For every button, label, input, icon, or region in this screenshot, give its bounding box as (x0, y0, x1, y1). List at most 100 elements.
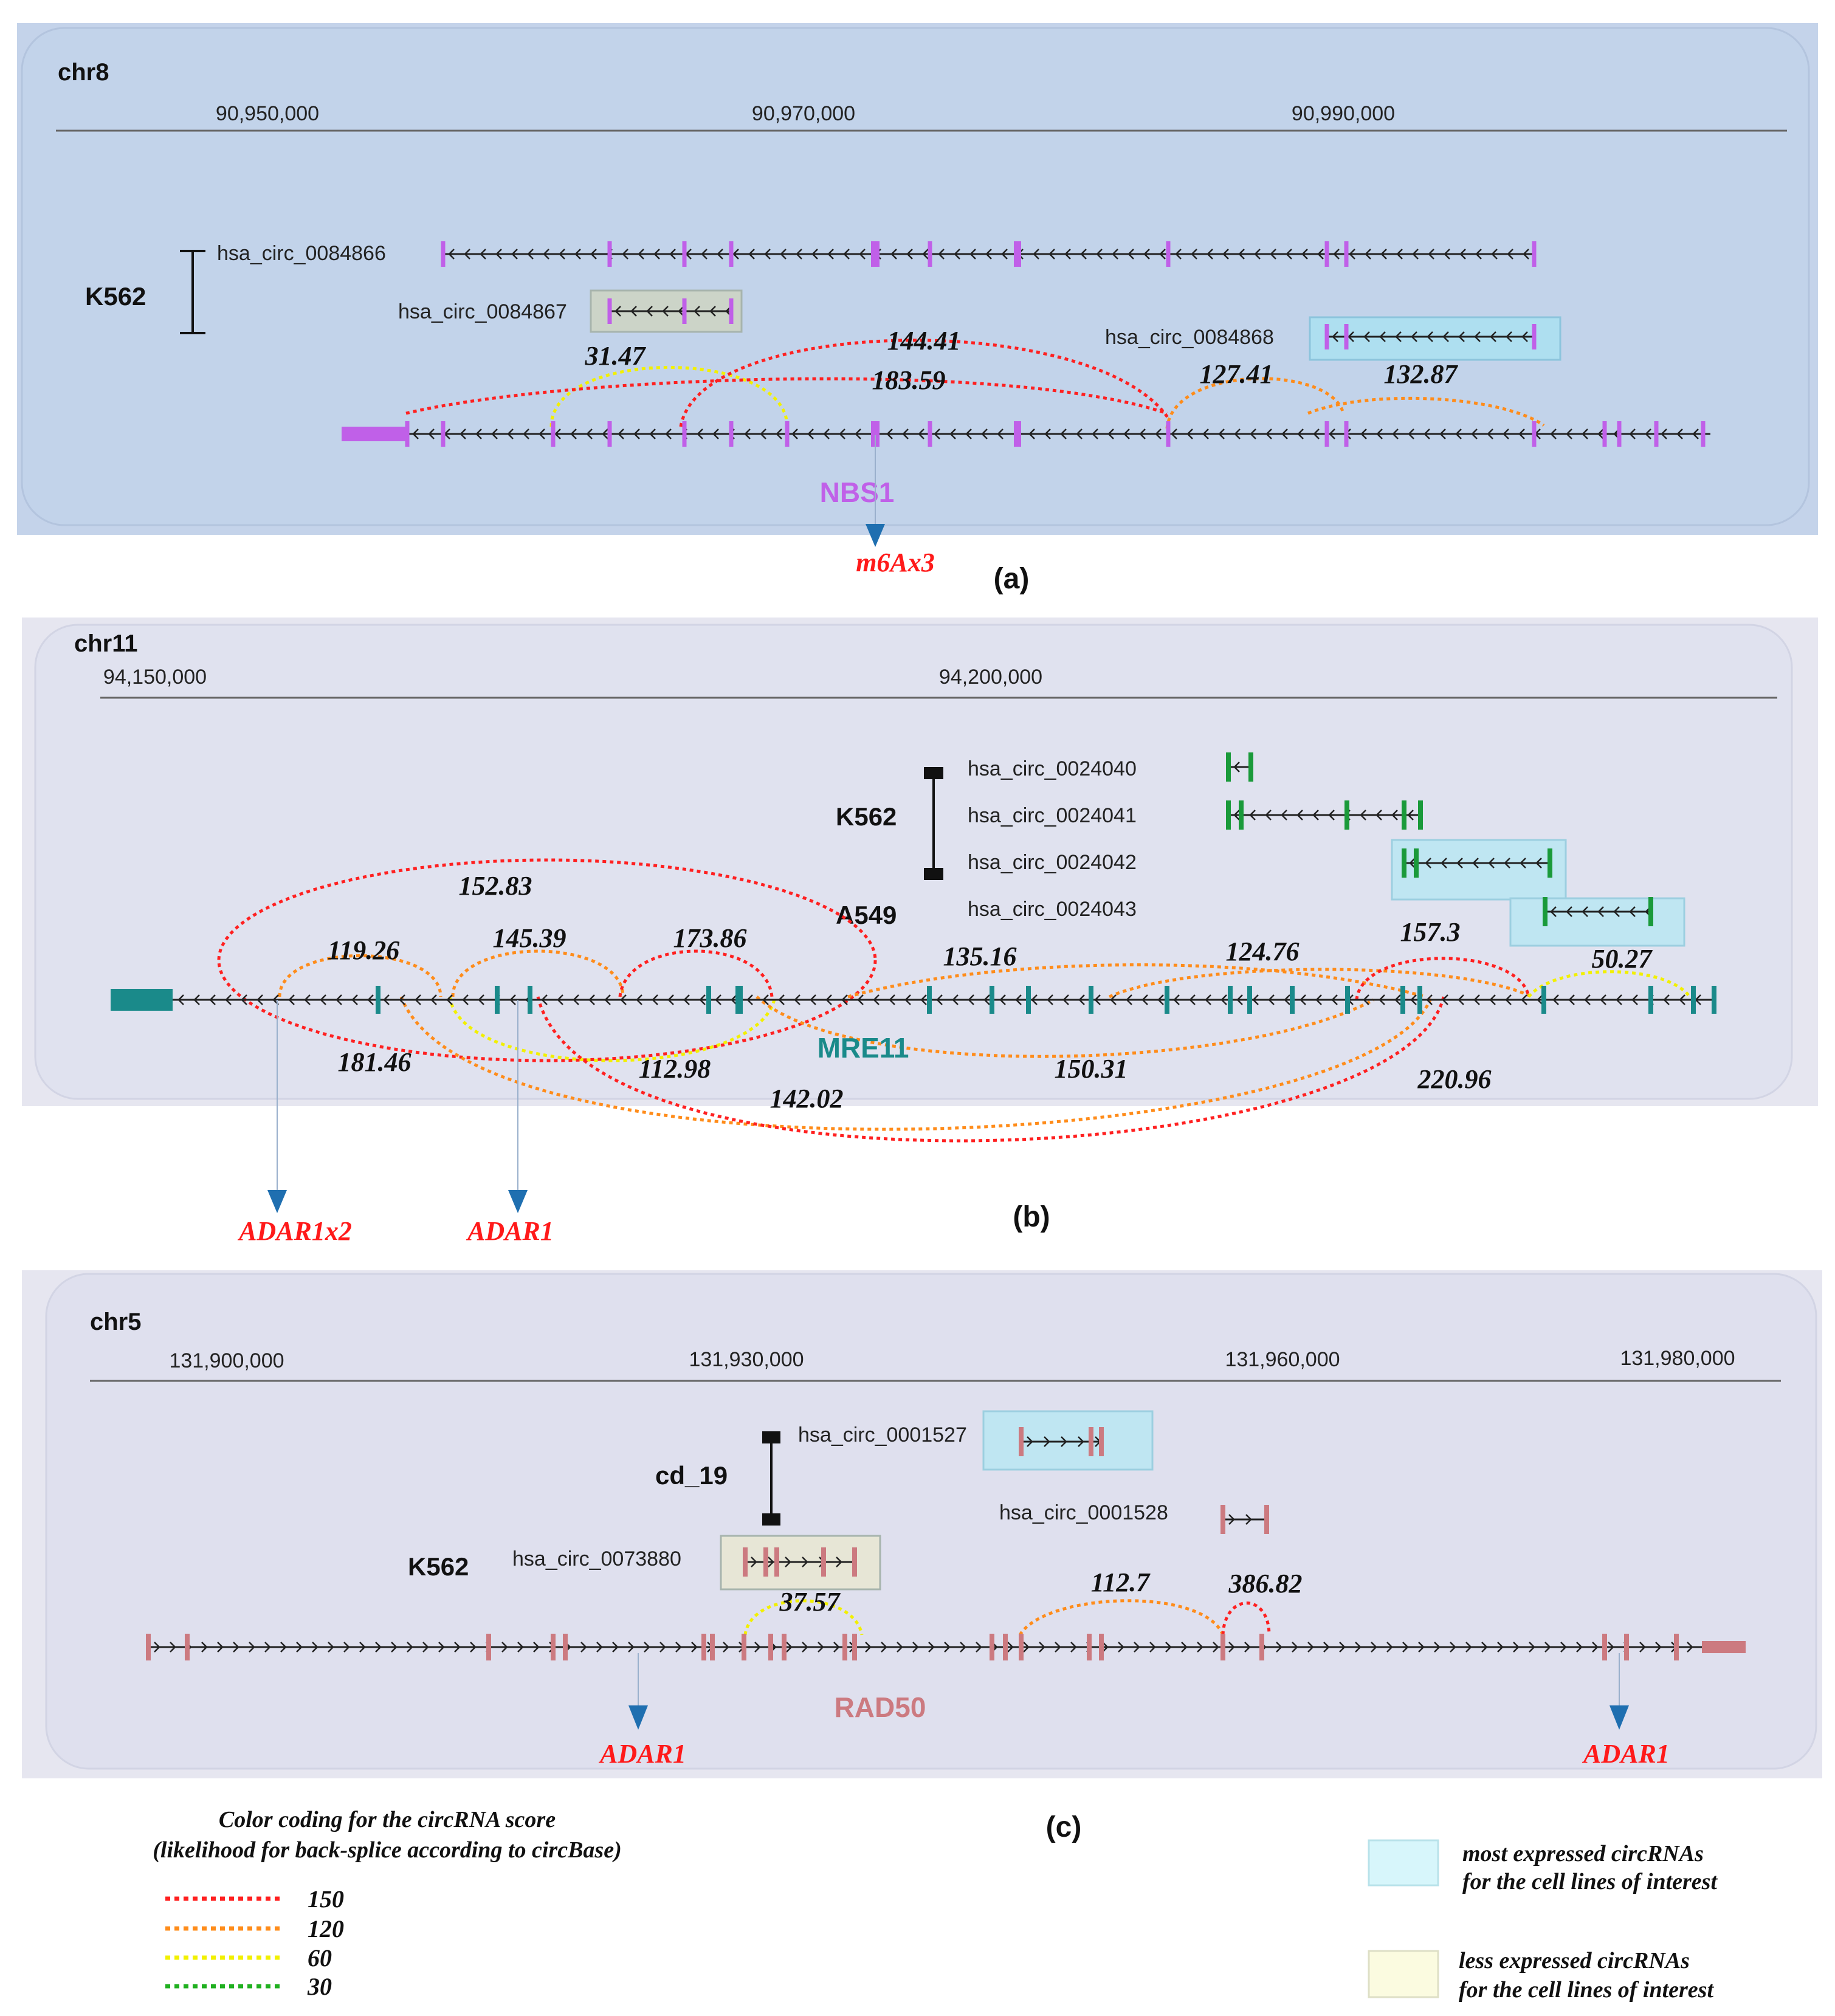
exon (1014, 241, 1021, 267)
exon (1248, 752, 1253, 782)
panel-c-arcs (743, 1599, 1271, 1636)
exon (486, 1634, 491, 1660)
strand-chevron (1044, 428, 1051, 439)
exon (146, 1634, 151, 1660)
strand-chevron (1645, 428, 1651, 439)
exon (1417, 986, 1422, 1014)
strand-chevron (886, 428, 893, 439)
strand-chevron (1107, 428, 1114, 439)
strand-chevron (833, 1642, 840, 1653)
strand-chevron (1497, 1642, 1504, 1653)
strand-chevron (889, 994, 895, 1005)
exon (1259, 1634, 1264, 1660)
strand-chevron (1396, 249, 1403, 260)
strand-chevron (1250, 428, 1256, 439)
panel-b-score-5: 135.16 (943, 941, 1017, 971)
panel-a-score-2: 144.41 (887, 326, 961, 356)
strand-chevron (1313, 428, 1320, 439)
panel-b-cell-line-2: A549 (836, 901, 897, 929)
panel-b-circ-label-1: hsa_circ_0024040 (968, 757, 1137, 780)
strand-chevron (1332, 331, 1338, 342)
exon (1220, 1505, 1225, 1534)
legend-less-line-1: less expressed circRNAs (1459, 1948, 1690, 1973)
strand-chevron (1459, 249, 1466, 260)
panel-a-score-5: 132.87 (1384, 359, 1459, 389)
exon (782, 1634, 787, 1660)
strand-chevron (1268, 994, 1275, 1005)
strand-chevron (296, 1642, 303, 1653)
exon (1541, 986, 1546, 1014)
strand-chevron (533, 1642, 540, 1653)
strand-chevron (470, 1642, 477, 1653)
strand-chevron (541, 994, 548, 1005)
strand-chevron (1582, 428, 1588, 439)
panel-b-circ-track-3 (1402, 848, 1552, 878)
exon (763, 1547, 768, 1577)
arc-b-145.39 (451, 949, 625, 997)
panel-b-tick-1: 94,150,000 (103, 666, 207, 689)
strand-chevron (762, 994, 769, 1005)
strand-chevron (691, 1642, 698, 1653)
strand-chevron (1566, 906, 1572, 917)
exon (1674, 1634, 1679, 1660)
strand-chevron (1329, 428, 1335, 439)
exon (1228, 986, 1233, 1014)
strand-chevron (825, 994, 832, 1005)
strand-chevron (1597, 906, 1604, 917)
strand-chevron (873, 994, 880, 1005)
strand-chevron (754, 1642, 761, 1653)
strand-chevron (633, 428, 640, 439)
strand-chevron (1048, 249, 1055, 260)
exon (852, 1634, 857, 1660)
exon (1089, 986, 1093, 1014)
strand-chevron (1349, 249, 1355, 260)
exon (405, 421, 410, 447)
strand-chevron (920, 994, 927, 1005)
panel-b-score-3: 145.39 (493, 923, 566, 953)
strand-chevron (768, 1557, 774, 1567)
strand-chevron (588, 994, 595, 1005)
strand-chevron (622, 249, 628, 260)
exon (1712, 986, 1716, 1014)
strand-chevron (241, 994, 247, 1005)
strand-chevron (475, 428, 482, 439)
exon (1247, 986, 1252, 1014)
strand-chevron (1047, 994, 1053, 1005)
panel-b-circ-track-2 (1226, 800, 1423, 830)
strand-chevron (446, 994, 453, 1005)
strand-chevron (1175, 249, 1182, 260)
strand-chevron (201, 1642, 208, 1653)
exon (706, 986, 711, 1014)
exon (1344, 324, 1349, 349)
arc-c-112.7 (1018, 1599, 1225, 1636)
strand-chevron (1506, 331, 1512, 342)
panel-a-bracket (180, 250, 205, 334)
exon (1099, 1427, 1104, 1456)
strand-chevron (1427, 331, 1433, 342)
strand-chevron (1292, 1642, 1298, 1653)
strand-chevron (422, 1642, 429, 1653)
panel-a-annotation: m6Ax3 (856, 548, 935, 577)
strand-chevron (881, 1642, 887, 1653)
strand-chevron (1566, 428, 1572, 439)
strand-chevron (264, 1642, 271, 1653)
panel-b: chr11 94,150,000 94,200,000 K562 A549 hs… (22, 618, 1818, 1246)
panel-b-circ-label-2: hsa_circ_0024041 (968, 804, 1137, 827)
strand-chevron (478, 994, 484, 1005)
exon (990, 1634, 994, 1660)
strand-chevron (1007, 1642, 1014, 1653)
exon (1602, 421, 1607, 447)
strand-chevron (399, 994, 405, 1005)
panel-a-arcs (405, 339, 1545, 429)
strand-chevron (539, 428, 545, 439)
strand-chevron (1663, 994, 1670, 1005)
strand-chevron (839, 428, 845, 439)
strand-chevron (249, 1642, 255, 1653)
strand-chevron (802, 1557, 808, 1567)
strand-chevron (1504, 858, 1510, 869)
exon (441, 241, 446, 267)
strand-chevron (328, 1642, 334, 1653)
strand-chevron (367, 994, 374, 1005)
exon (1290, 986, 1295, 1014)
panel-b-score-6: 124.76 (1226, 937, 1300, 966)
